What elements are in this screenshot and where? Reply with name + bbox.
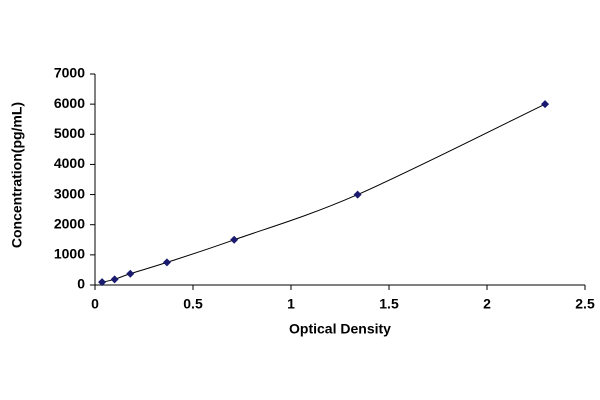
x-tick-label: 2 [483, 296, 491, 312]
y-tick-label: 7000 [54, 65, 85, 81]
y-tick-label: 1000 [54, 246, 85, 262]
y-tick-label: 6000 [54, 95, 85, 111]
data-point [98, 278, 107, 287]
data-point [541, 100, 550, 109]
y-tick-label: 5000 [54, 125, 85, 141]
y-tick-label: 4000 [54, 155, 85, 171]
x-tick-label: 0.5 [183, 296, 203, 312]
x-tick-label: 0 [91, 296, 99, 312]
y-tick-label: 3000 [54, 185, 85, 201]
data-point [230, 235, 239, 244]
x-tick-label: 2.5 [575, 296, 595, 312]
x-tick-label: 1 [287, 296, 295, 312]
fit-curve [101, 103, 546, 283]
x-tick-label: 1.5 [379, 296, 399, 312]
data-point [126, 269, 135, 278]
y-tick-label: 2000 [54, 215, 85, 231]
data-point [162, 258, 171, 267]
y-tick-label: 0 [77, 276, 85, 292]
data-point [110, 275, 119, 284]
x-axis-label: Optical Density [289, 321, 391, 337]
data-point [353, 190, 362, 199]
y-axis-label: Concentration(pg/mL) [9, 102, 25, 248]
